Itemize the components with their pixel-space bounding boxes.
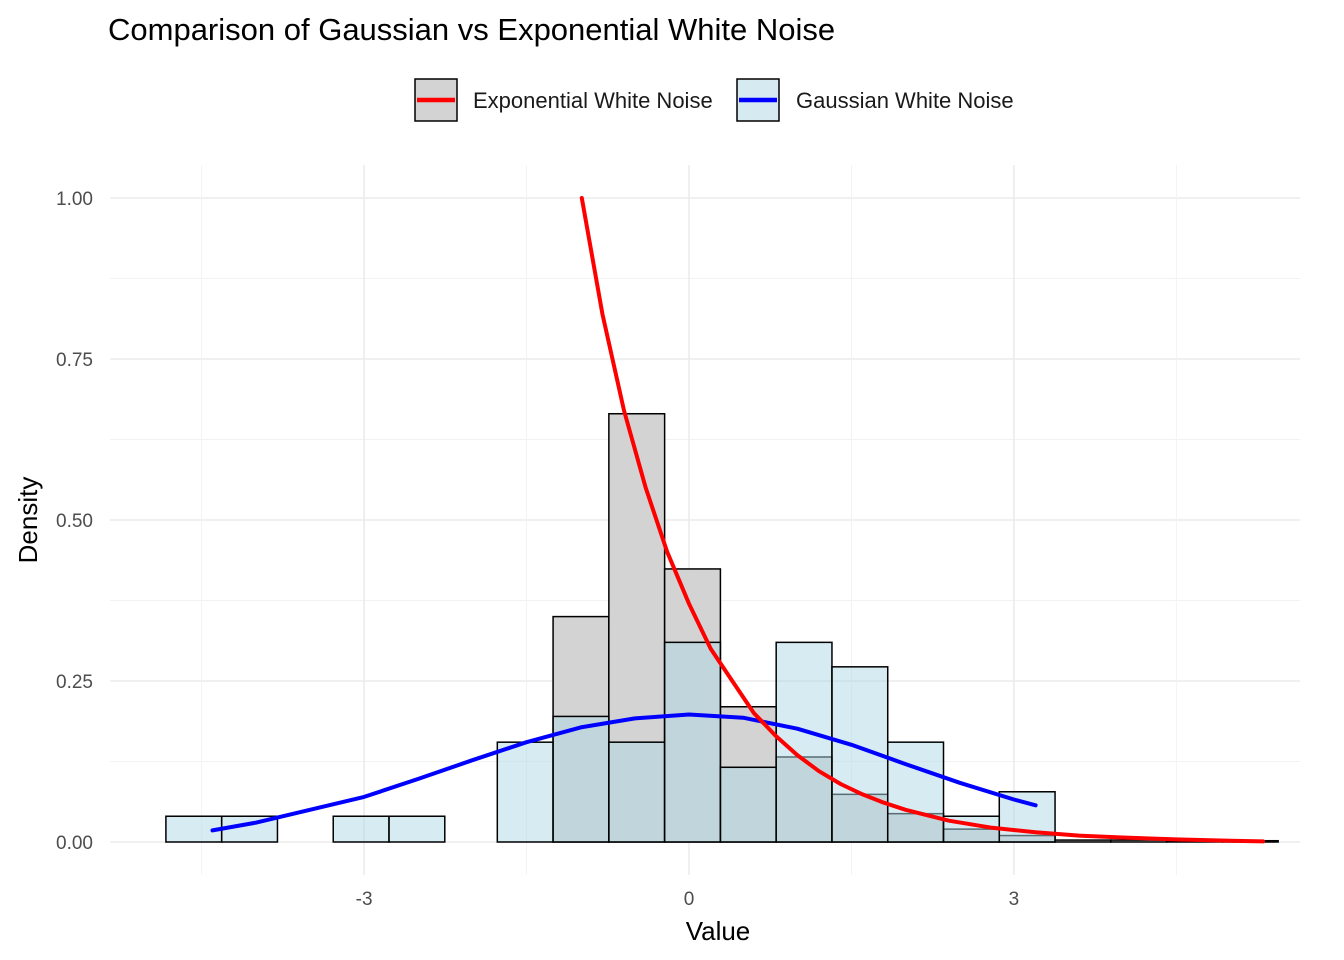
y-tick-label: 0.75	[56, 350, 93, 371]
y-tick-label: 0.25	[56, 672, 93, 693]
legend-label-gaussian: Gaussian White Noise	[796, 88, 1014, 113]
x-tick-label: 0	[684, 889, 695, 910]
legend: Exponential White Noise Gaussian White N…	[414, 78, 1014, 122]
gaussian-bar	[332, 815, 390, 843]
y-axis-ticks: 0.00 0.25 0.50 0.75 1.00	[56, 189, 93, 854]
y-tick-label: 0.00	[56, 833, 93, 854]
y-tick-label: 1.00	[56, 189, 93, 210]
gaussian-bar	[552, 715, 610, 843]
x-tick-label: -3	[356, 889, 373, 910]
gaussian-bar	[719, 766, 777, 843]
gaussian-bar	[663, 641, 722, 843]
x-axis-title: Value	[686, 916, 751, 946]
exponential-density-curve	[579, 196, 1265, 844]
gaussian-density-curve	[210, 712, 1038, 833]
gaussian-bar	[496, 741, 554, 843]
chart-title: Comparison of Gaussian vs Exponential Wh…	[108, 12, 835, 47]
legend-item-gaussian[interactable]: Gaussian White Noise	[736, 78, 1014, 122]
legend-label-exponential: Exponential White Noise	[473, 88, 713, 113]
gaussian-bars	[165, 641, 1056, 843]
exponential-bar	[1054, 839, 1112, 843]
x-tick-label: 3	[1009, 889, 1020, 910]
gaussian-bar	[388, 815, 446, 843]
y-tick-label: 0.50	[56, 511, 93, 532]
x-axis-ticks: -3 0 3	[356, 889, 1020, 910]
density-curves	[210, 196, 1265, 844]
y-axis-title: Density	[13, 477, 43, 564]
gaussian-bar	[608, 741, 666, 843]
legend-item-exponential[interactable]: Exponential White Noise	[414, 78, 713, 122]
gaussian-bar	[886, 741, 945, 843]
